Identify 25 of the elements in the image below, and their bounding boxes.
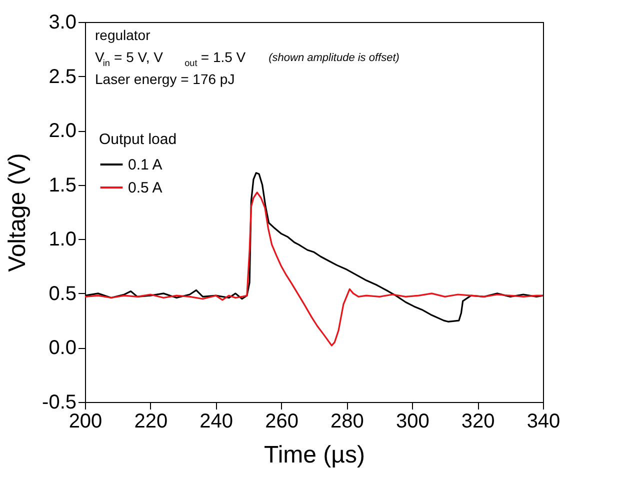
- legend-label: 0.1 A: [128, 156, 162, 174]
- y-tick-label: 1.5: [48, 174, 76, 196]
- y-tick-label: -0.5: [42, 392, 76, 414]
- legend-label: 0.5 A: [128, 180, 162, 196]
- x-tick-label: 340: [526, 410, 560, 432]
- x-tick-label: 300: [396, 410, 430, 432]
- x-tick-label: 280: [330, 410, 364, 432]
- y-tick-label: 3.0: [48, 12, 76, 34]
- y-tick-label: 0.0: [48, 337, 76, 360]
- legend-title: Output load: [99, 131, 177, 148]
- x-tick-label: 260: [265, 410, 298, 432]
- annotation: (shown amplitude is offset): [268, 52, 400, 64]
- y-tick-label: 0.5: [48, 282, 76, 305]
- x-tick-label: 220: [134, 410, 168, 432]
- y-axis-title: Voltage (V): [4, 153, 32, 272]
- annotation: regulator: [95, 27, 151, 43]
- annotation: Laser energy = 176 pJ: [95, 71, 235, 87]
- y-tick-label: 1.0: [48, 228, 76, 251]
- y-tick-label: 2.0: [48, 120, 76, 142]
- x-tick-label: 320: [461, 410, 495, 432]
- line-series: [84, 192, 544, 346]
- x-tick-label: 200: [68, 410, 102, 432]
- y-tick-label: 2.5: [48, 66, 76, 88]
- x-axis-title: Time (µs): [264, 442, 365, 468]
- x-tick-label: 240: [200, 410, 234, 432]
